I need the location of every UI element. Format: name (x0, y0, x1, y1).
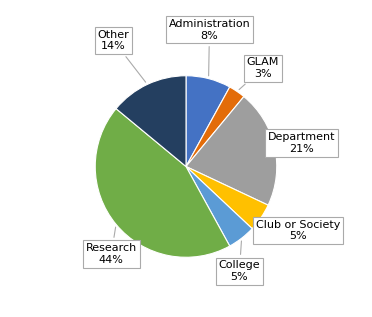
Text: Other
14%: Other 14% (97, 30, 146, 82)
Text: Administration
8%: Administration 8% (169, 19, 250, 76)
Wedge shape (186, 166, 252, 246)
Text: Research
44%: Research 44% (86, 227, 137, 265)
Wedge shape (186, 166, 268, 229)
Wedge shape (95, 109, 230, 257)
Wedge shape (116, 76, 186, 166)
Wedge shape (186, 76, 230, 166)
Text: College
5%: College 5% (219, 241, 260, 282)
Text: Club or Society
5%: Club or Society 5% (256, 218, 340, 241)
Text: Department
21%: Department 21% (267, 132, 335, 154)
Wedge shape (186, 87, 244, 166)
Wedge shape (186, 97, 277, 205)
Text: GLAM
3%: GLAM 3% (239, 57, 279, 90)
